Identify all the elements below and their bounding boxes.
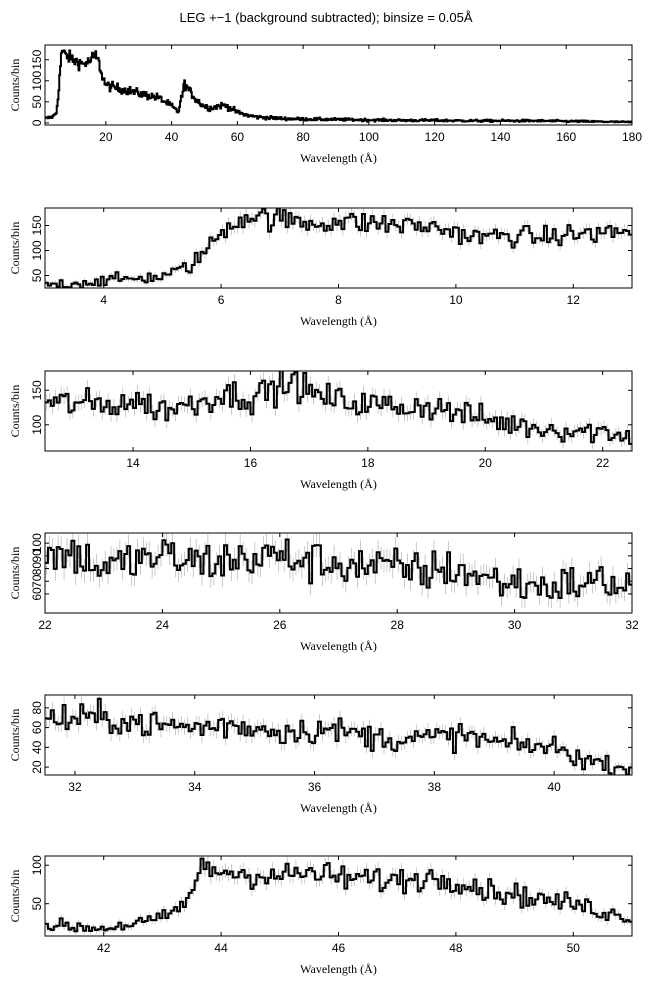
x-tick-label: 8 (335, 293, 342, 307)
x-tick-label: 24 (156, 618, 170, 632)
panels-container: 20 40 60 80 100 120 140 160 180050100150Waveleng… (8, 44, 642, 976)
x-axis-label: Wavelength (Å) (300, 801, 377, 815)
x-tick-label: 12 (567, 293, 581, 307)
x-tick-label: 60 (231, 130, 245, 144)
y-tick-label: 20 (30, 760, 44, 774)
y-tick-label: 150 (30, 215, 44, 235)
y-axis-label: Counts/bin (8, 870, 22, 923)
y-tick-label: 70 (30, 574, 44, 588)
y-tick-label: 40 (30, 740, 44, 754)
x-tick-label: 10 (449, 293, 463, 307)
panel-5: 32 34 36 38 40 20 40 60 80 Wavelength (Å) Counts/b… (8, 694, 633, 815)
y-axis-label: Counts/bin (8, 59, 22, 112)
y-tick-label: 50 (30, 897, 44, 911)
x-axis-label: Wavelength (Å) (300, 314, 377, 328)
x-tick-label: 32 (68, 780, 82, 794)
y-tick-label: 80 (30, 562, 44, 576)
y-axis-label: Counts/bin (8, 222, 22, 275)
panel-6: 42 44 46 48 50 50 100 Wavelength (Å) Counts/bin (8, 855, 633, 976)
y-tick-label: 150 (30, 49, 44, 69)
x-axis-label: Wavelength (Å) (300, 962, 377, 976)
error-bars (46, 371, 631, 451)
x-tick-label: 6 (218, 293, 225, 307)
y-tick-label: 90 (30, 549, 44, 563)
x-axis-label: Wavelength (Å) (300, 639, 377, 653)
spectrum-line (45, 697, 632, 775)
x-tick-label: 28 (391, 618, 405, 632)
x-tick-label: 30 (508, 618, 522, 632)
panel-3: 14 16 18 20 22 100 150 Wavelength (Å) Counts/bin (8, 370, 633, 491)
y-tick-label: 80 (30, 701, 44, 715)
y-tick-label: 50 (30, 269, 44, 283)
x-tick-label: 140 (490, 130, 510, 144)
spectrum-line (45, 49, 632, 124)
x-tick-label: 22 (596, 456, 610, 470)
y-axis-label: Counts/bin (8, 547, 22, 600)
y-tick-label: 100 (30, 70, 44, 90)
spectrum-line (45, 857, 632, 933)
x-tick-label: 14 (126, 456, 140, 470)
x-tick-label: 44 (214, 941, 228, 955)
y-tick-label: 150 (30, 380, 44, 400)
y-axis-label: Counts/bin (8, 709, 22, 762)
spectrum-line (45, 538, 632, 599)
x-tick-label: 18 (361, 456, 375, 470)
panel-1: 20 40 60 80 100 120 140 160 180050100150Waveleng… (8, 44, 642, 165)
panel-data (45, 533, 632, 609)
y-tick-label: 0 (30, 119, 44, 126)
x-tick-label: 16 (244, 456, 258, 470)
spectrum-line (45, 208, 632, 288)
panel-data (45, 856, 632, 935)
x-tick-label: 48 (449, 941, 463, 955)
panel-data (45, 695, 632, 775)
x-tick-label: 80 (296, 130, 310, 144)
y-axis-label: Counts/bin (8, 385, 22, 438)
y-tick-label: 60 (30, 721, 44, 735)
x-tick-label: 42 (97, 941, 111, 955)
plot-frame (44, 44, 633, 126)
x-tick-label: 34 (188, 780, 202, 794)
spectrum-line (45, 371, 632, 445)
plot-frame (44, 532, 633, 614)
x-tick-label: 20 (99, 130, 113, 144)
y-tick-label: 50 (30, 95, 44, 109)
panel-data (45, 208, 632, 288)
y-tick-label: 100 (30, 855, 44, 875)
x-tick-label: 20 (479, 456, 493, 470)
y-tick-label: 100 (30, 533, 44, 553)
x-tick-label: 40 (547, 780, 561, 794)
x-tick-label: 180 (622, 130, 642, 144)
panel-2: 4 6 8 10 12 50 100 150 Wavelength (Å) Counts/bin (8, 207, 633, 328)
plot-frame (44, 694, 633, 776)
x-tick-label: 160 (556, 130, 576, 144)
x-axis-label: Wavelength (Å) (300, 477, 377, 491)
error-bars (46, 533, 631, 609)
x-tick-label: 46 (332, 941, 346, 955)
plot-frame (44, 370, 633, 452)
panel-data (45, 371, 632, 451)
x-tick-label: 40 (165, 130, 179, 144)
figure-title: LEG +−1 (background subtracted); binsize… (179, 10, 472, 25)
x-tick-label: 120 (425, 130, 445, 144)
y-tick-label: 60 (30, 587, 44, 601)
panel-data (45, 49, 632, 124)
x-tick-label: 100 (359, 130, 379, 144)
x-tick-label: 26 (273, 618, 287, 632)
x-tick-label: 32 (625, 618, 639, 632)
x-tick-label: 50 (567, 941, 581, 955)
y-tick-label: 100 (30, 240, 44, 260)
x-axis-label: Wavelength (Å) (300, 151, 377, 165)
y-tick-label: 100 (30, 414, 44, 434)
x-tick-label: 38 (428, 780, 442, 794)
x-tick-label: 22 (38, 618, 52, 632)
x-tick-label: 4 (100, 293, 107, 307)
x-tick-label: 36 (308, 780, 322, 794)
